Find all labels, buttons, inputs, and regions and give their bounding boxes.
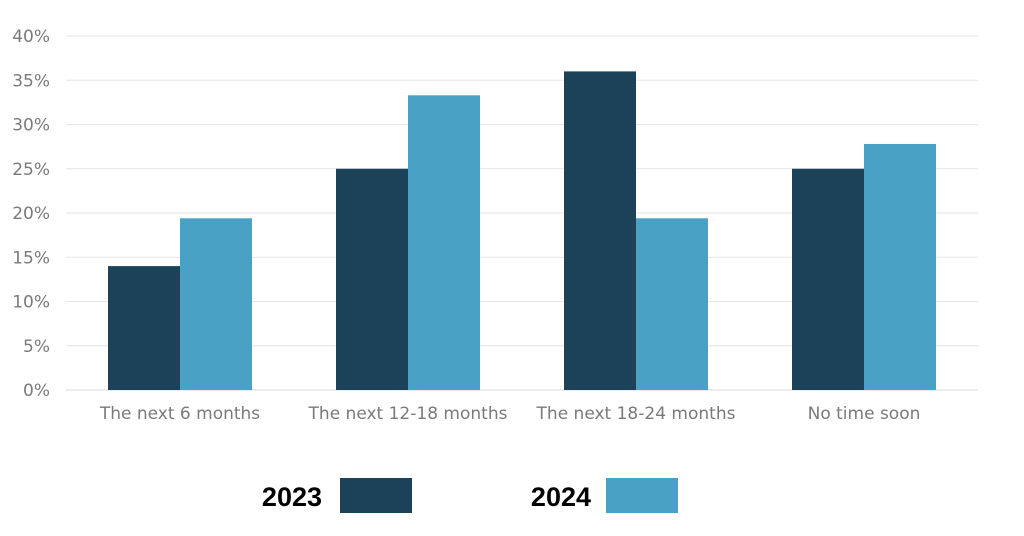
y-tick-label: 10%	[12, 293, 50, 313]
x-tick-label: The next 18-24 months	[536, 404, 736, 424]
x-tick-label: The next 12-18 months	[308, 404, 508, 424]
bar-2024-1	[408, 95, 480, 391]
y-tick-label: 20%	[12, 204, 50, 224]
legend-swatch	[340, 478, 412, 513]
y-tick-label: 30%	[12, 116, 50, 136]
y-tick-label: 35%	[12, 71, 50, 91]
x-tick-label: No time soon	[808, 404, 921, 424]
legend-swatch	[606, 478, 678, 513]
y-tick-label: 5%	[23, 337, 50, 357]
bar-2023-2	[564, 71, 636, 391]
y-tick-label: 15%	[12, 248, 50, 268]
bar-2024-0	[180, 218, 252, 390]
y-tick-label: 25%	[12, 160, 50, 180]
legend-label: 2023	[262, 482, 322, 512]
legend-label: 2024	[531, 482, 591, 512]
y-tick-label: 0%	[23, 381, 50, 401]
x-tick-label: The next 6 months	[99, 404, 260, 424]
bar-2024-3	[864, 143, 936, 390]
bar-2023-1	[336, 168, 408, 390]
y-tick-label: 40%	[12, 27, 50, 47]
bar-2023-3	[792, 168, 864, 390]
bar-2024-2	[636, 218, 708, 390]
bar-2023-0	[108, 266, 180, 390]
